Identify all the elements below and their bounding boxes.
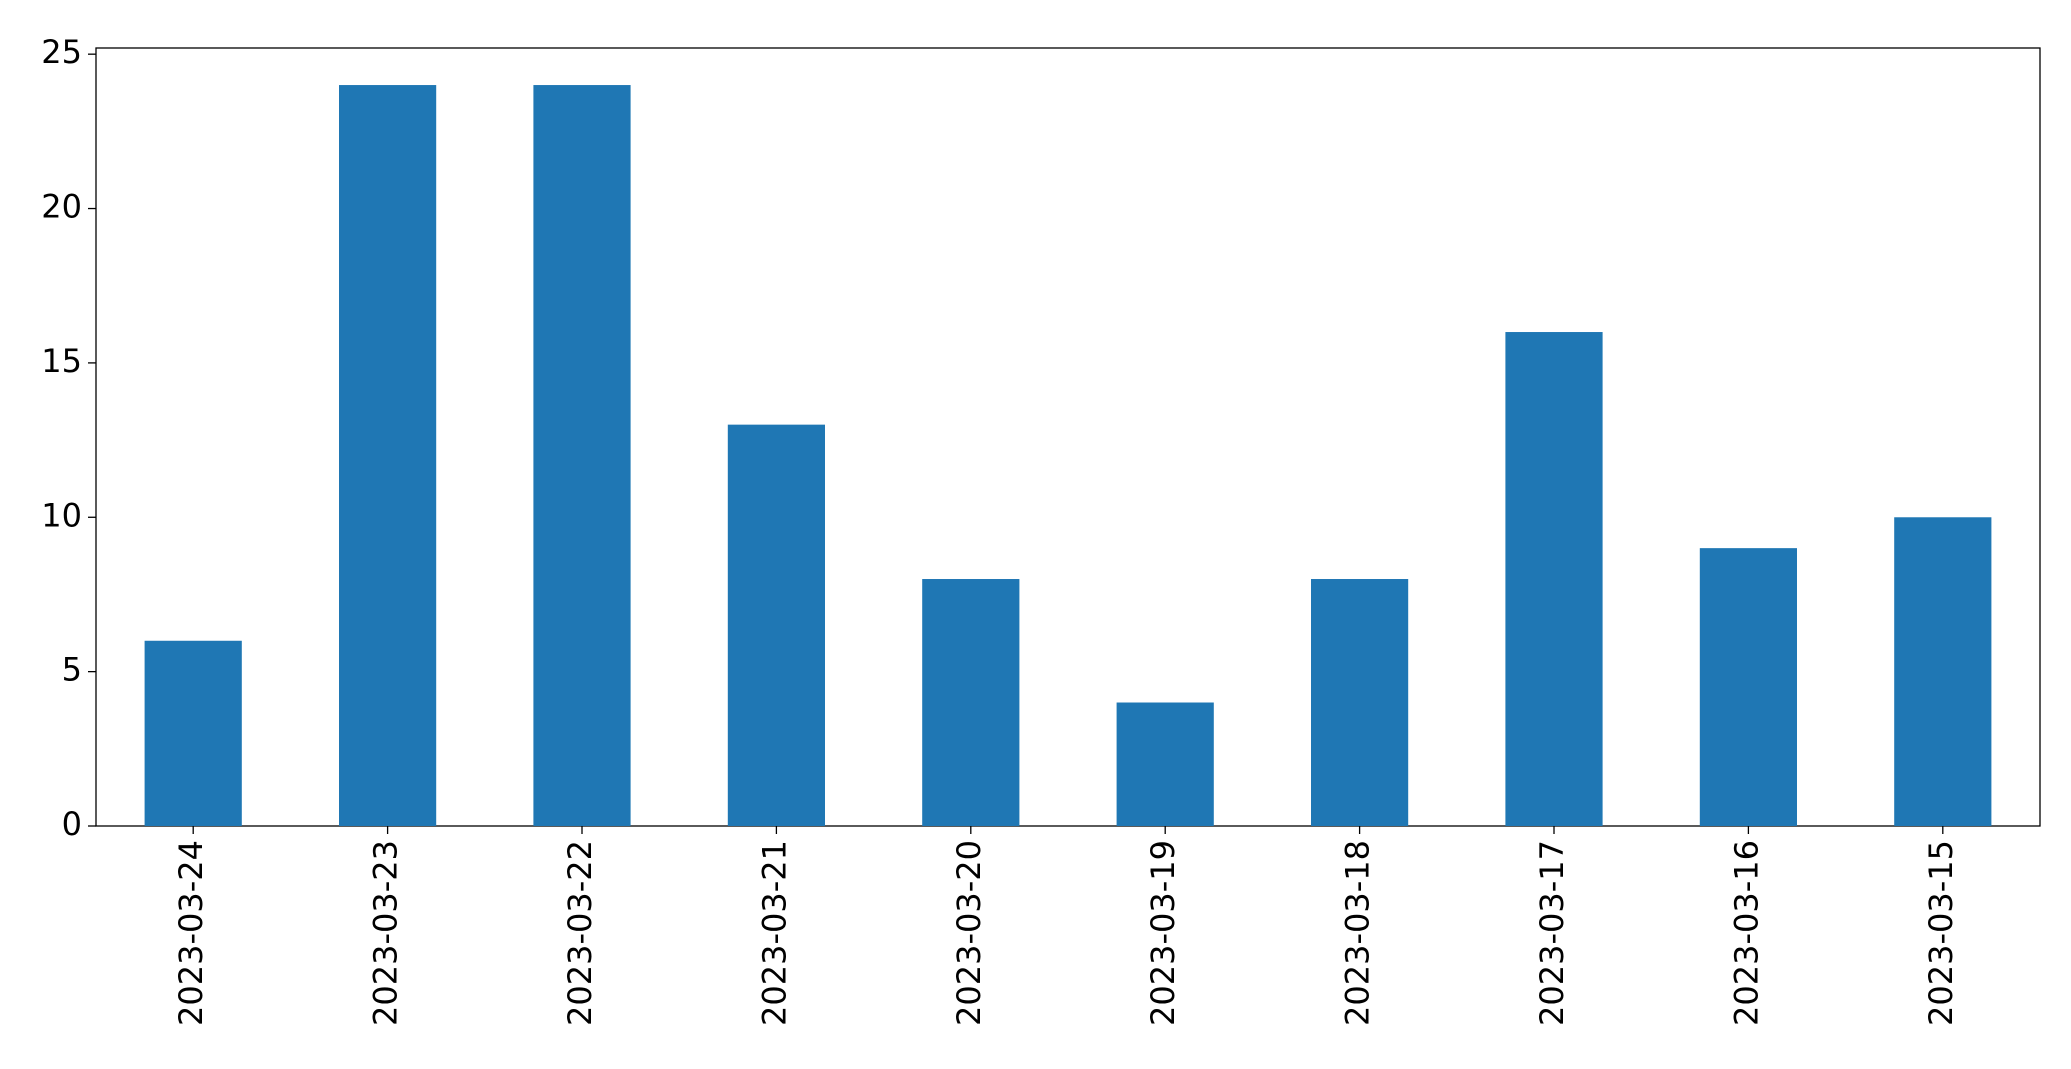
x-tick-label: 2023-03-16 — [1727, 840, 1765, 1026]
bar — [1311, 579, 1409, 826]
bar — [339, 85, 437, 827]
y-tick-label: 0 — [62, 805, 82, 843]
y-tick-label: 5 — [62, 651, 82, 689]
x-tick-label: 2023-03-21 — [755, 840, 793, 1026]
x-tick-label: 2023-03-15 — [1922, 840, 1960, 1026]
x-tick-label: 2023-03-19 — [1144, 840, 1182, 1026]
bar — [1116, 702, 1214, 826]
bar — [1699, 548, 1797, 826]
x-tick-label: 2023-03-22 — [561, 840, 599, 1026]
bar — [533, 85, 631, 827]
x-tick-label: 2023-03-17 — [1533, 840, 1571, 1026]
x-tick-label: 2023-03-20 — [950, 840, 988, 1026]
y-tick-label: 25 — [41, 33, 82, 71]
plot-frame — [95, 47, 2041, 827]
y-tick-label: 10 — [41, 496, 82, 534]
bar — [1505, 332, 1603, 826]
bar — [922, 579, 1020, 826]
x-tick-label: 2023-03-23 — [367, 840, 405, 1026]
y-tick-label: 20 — [41, 188, 82, 226]
bar — [727, 424, 825, 826]
bar — [1894, 517, 1992, 826]
x-tick-label: 2023-03-24 — [172, 840, 210, 1026]
bar — [144, 640, 242, 826]
x-tick-label: 2023-03-18 — [1339, 840, 1377, 1026]
y-tick-label: 15 — [41, 342, 82, 380]
